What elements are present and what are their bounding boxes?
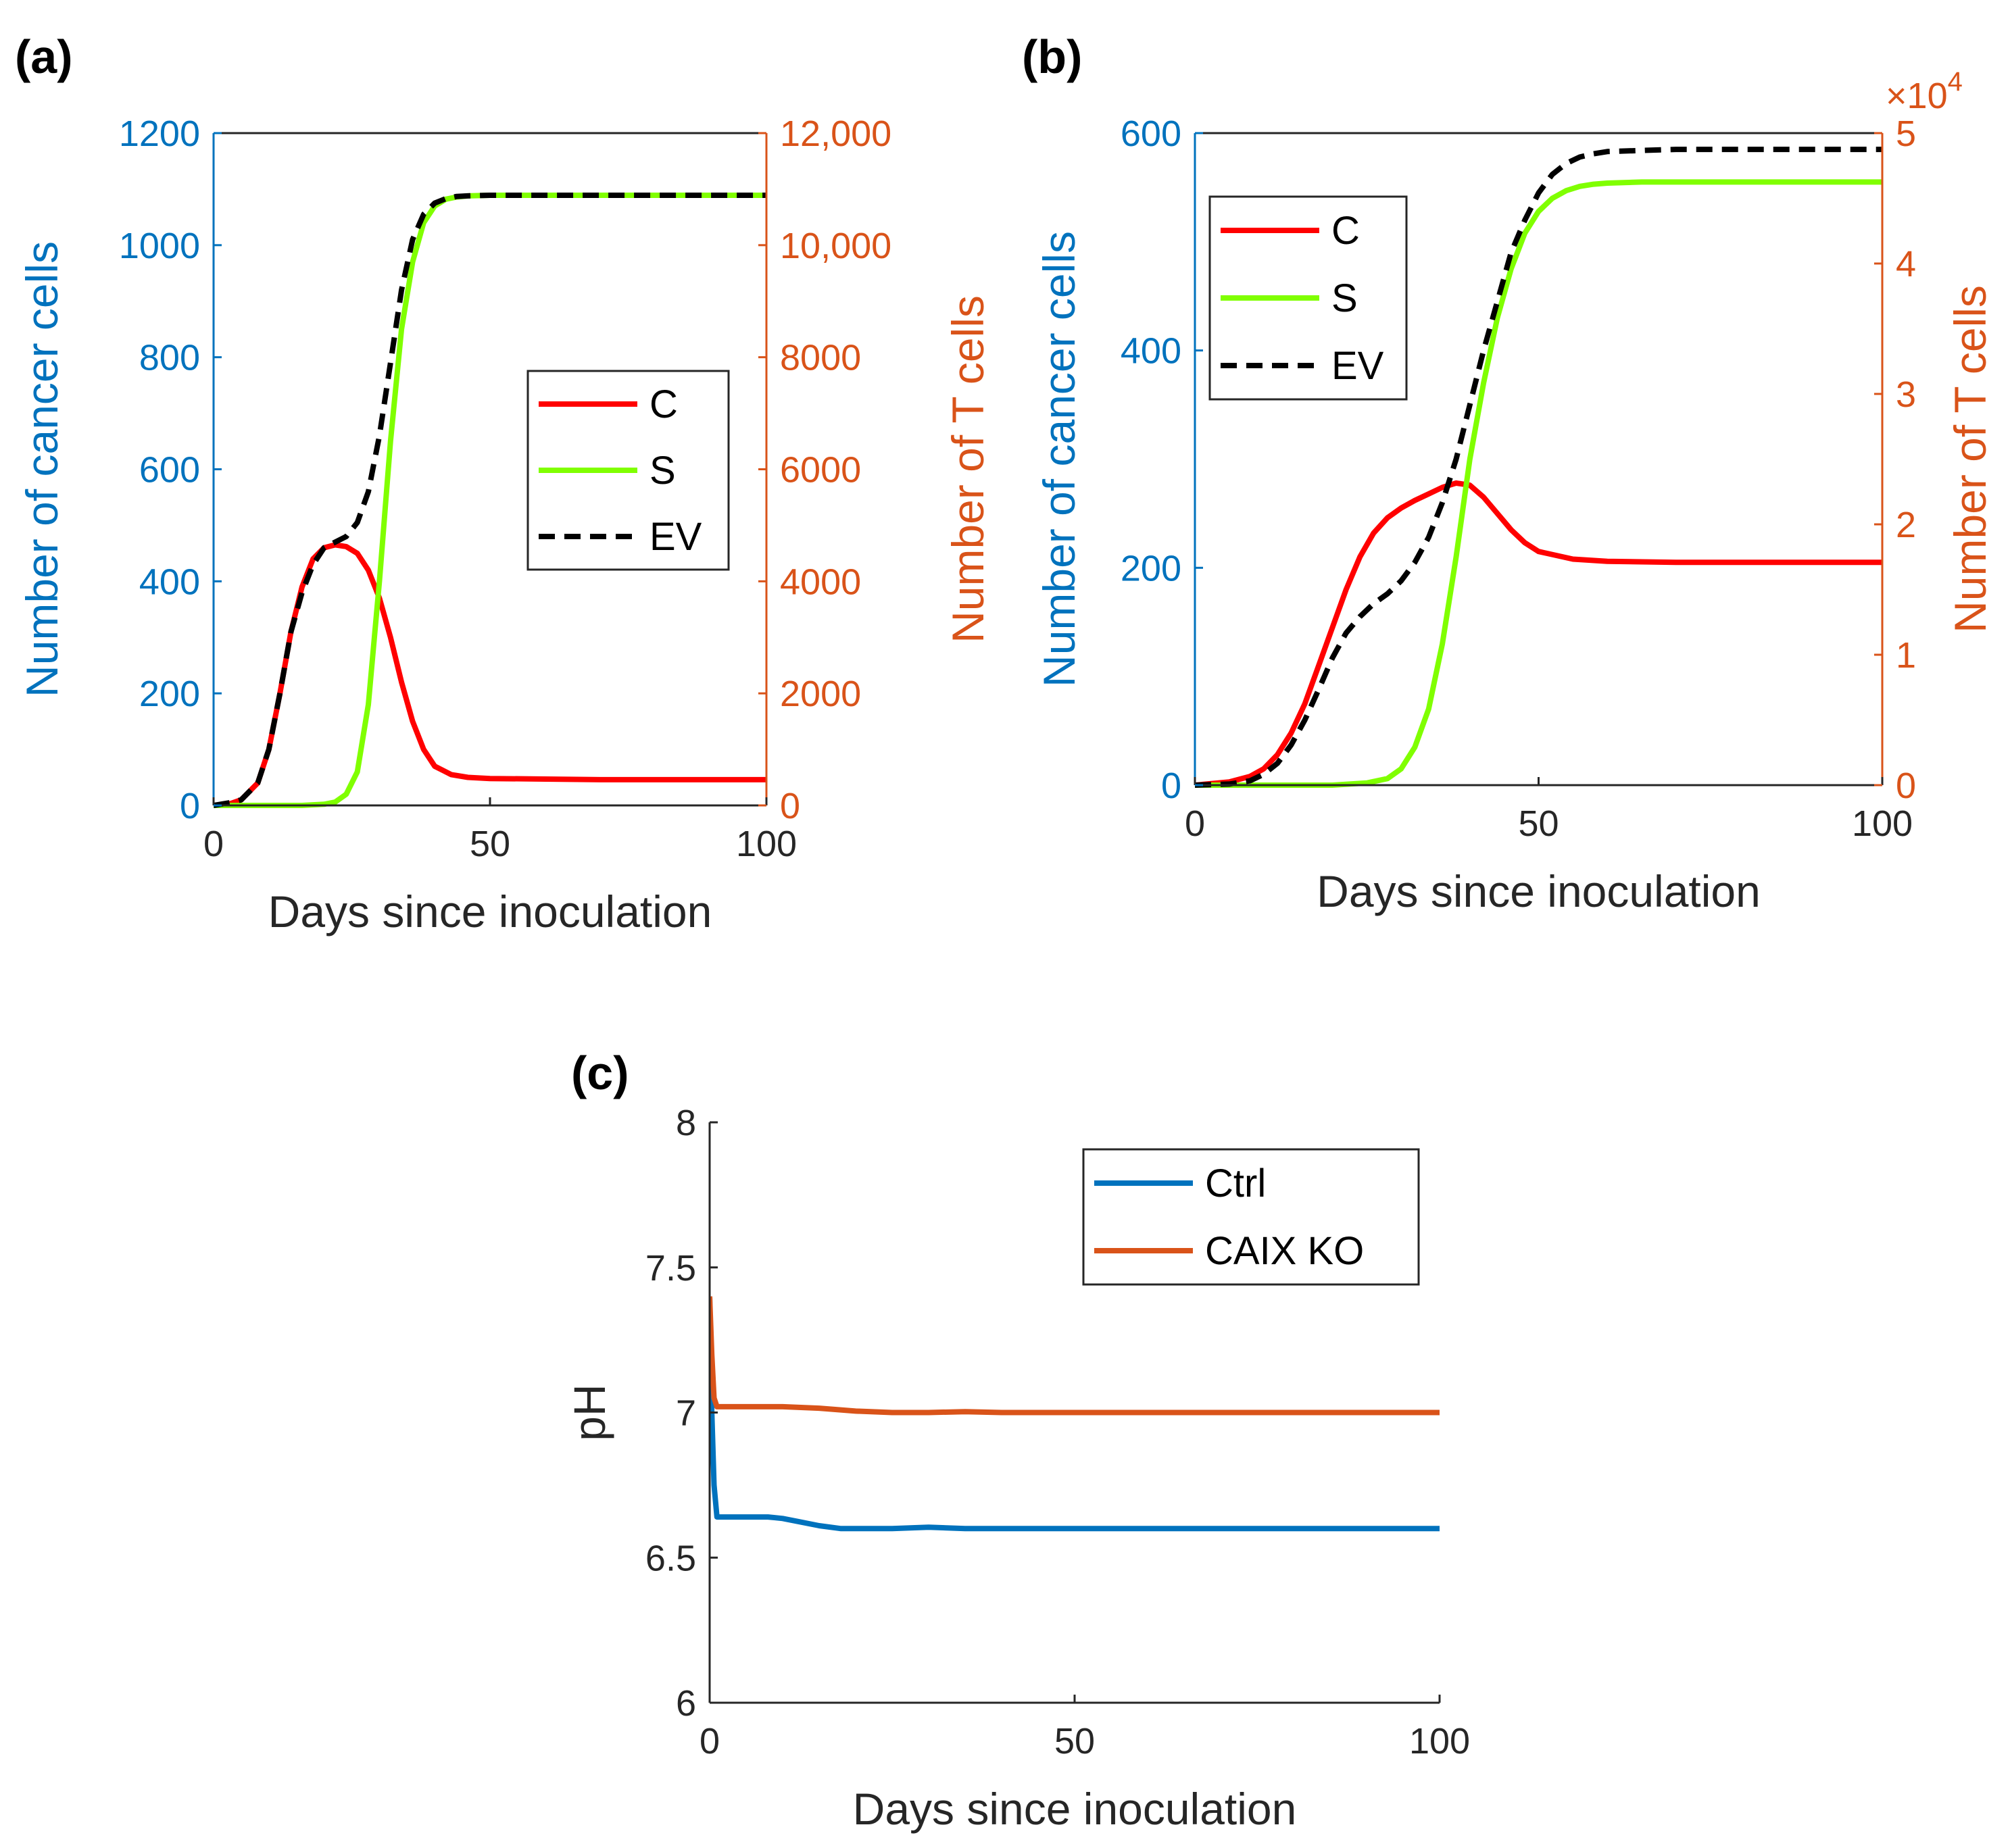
y-tick-label-b: 400 [1121, 331, 1181, 372]
y2-tick-label-b: 4 [1896, 244, 1916, 284]
panel-label-a: (a) [15, 30, 73, 83]
y-tick-label-a: 1000 [119, 226, 200, 266]
y-tick-label-c: 8 [676, 1103, 696, 1143]
y-tick-label-a: 1200 [119, 114, 200, 154]
x-tick-label-b: 0 [1185, 803, 1205, 844]
y-tick-label-a: 800 [139, 338, 200, 378]
y-tick-label-b: 200 [1121, 548, 1181, 589]
y2-exponent-power: 4 [1948, 67, 1963, 97]
y-tick-label-c: 6.5 [645, 1538, 696, 1578]
legend-label-s: S [1331, 276, 1358, 320]
x-tick-label-b: 50 [1518, 803, 1559, 844]
y-tick-label-c: 7.5 [645, 1248, 696, 1289]
chart-panel-a: (a)0 50 1000200400600800100012000200040006… [15, 30, 993, 937]
series-line-a-ev [214, 193, 766, 808]
legend-label-caix-ko: CAIX KO [1205, 1229, 1364, 1273]
y2-tick-label-a: 0 [780, 786, 800, 826]
legend-label-ctrl: Ctrl [1205, 1162, 1266, 1205]
y2-axis-label-a: Number of T cells [943, 295, 993, 643]
y2-tick-label-a: 8000 [780, 338, 861, 378]
x-tick-label-c: 50 [1054, 1721, 1095, 1762]
y-tick-label-c: 7 [676, 1393, 696, 1434]
chart-panel-c: (c) 0 50 100 6 6.5 7 7.5 8 Days since inoculation… [564, 1047, 1470, 1834]
y2-tick-label-b: 5 [1896, 114, 1916, 154]
y-tick-label-c: 6 [676, 1683, 696, 1724]
legend-label-s: S [649, 449, 676, 493]
legend-label-c: C [649, 382, 678, 426]
legend-label-ev: EV [1331, 344, 1384, 388]
x-tick-label-a: 0 [203, 824, 224, 864]
y-tick-label-b: 0 [1161, 766, 1181, 806]
y2-tick-label-b: 2 [1896, 505, 1916, 545]
y2-tick-label-b: 1 [1896, 635, 1916, 676]
y2-tick-label-a: 12,000 [780, 114, 891, 154]
series-line-b-c [1195, 480, 1882, 788]
y-tick-label-a: 400 [139, 561, 200, 602]
y-tick-label-b: 600 [1121, 114, 1181, 154]
y-axis-label-c: pH [564, 1384, 614, 1441]
legend-c: Ctrl CAIX KO [1082, 1148, 1420, 1286]
panel-label-c: (c) [571, 1047, 629, 1099]
x-tick-label-c: 100 [1409, 1721, 1470, 1762]
y2-tick-label-a: 10,000 [780, 226, 891, 266]
y2-tick-label-a: 6000 [780, 450, 861, 491]
series-line-c-ctrl [710, 1296, 1440, 1532]
x-axis-label-c: Days since inoculation [853, 1784, 1297, 1834]
series-line-b-s [1195, 179, 1882, 788]
x-tick-label-a: 100 [736, 824, 797, 864]
y2-tick-label-a: 2000 [780, 674, 861, 714]
legend-label-ev: EV [649, 515, 702, 559]
y-tick-label-a: 0 [180, 786, 200, 826]
y-tick-label-a: 200 [139, 674, 200, 714]
y2-tick-label-b: 3 [1896, 374, 1916, 415]
x-tick-label-c: 0 [700, 1721, 720, 1762]
y-axis-label-a: Number of cancer cells [17, 241, 67, 697]
legend-box [1082, 1148, 1420, 1286]
y2-exponent-b: ×104 [1886, 67, 1963, 116]
x-axis-label-b: Days since inoculation [1317, 866, 1761, 916]
series-line-c-caix-ko [710, 1296, 1440, 1416]
y2-axis-label-b: Number of T cells [1945, 285, 1995, 633]
panel-label-b: (b) [1022, 30, 1082, 83]
x-tick-label-a: 50 [470, 824, 510, 864]
series-group-a [214, 193, 766, 808]
legend-label-c: C [1331, 209, 1360, 253]
y2-tick-label-a: 4000 [780, 561, 861, 602]
legend-a: CS EV [526, 370, 730, 571]
y-axis-label-b: Number of cancer cells [1034, 231, 1084, 687]
x-tick-label-b: 100 [1852, 803, 1913, 844]
series-group-c [710, 1296, 1440, 1532]
legend-b: CS EV [1208, 195, 1408, 401]
series-line-b-ev [1195, 147, 1882, 788]
y2-exponent-base: ×10 [1886, 76, 1948, 116]
x-axis-label-a: Days since inoculation [268, 886, 712, 937]
series-group-b [1195, 147, 1882, 788]
y2-tick-label-b: 0 [1896, 766, 1916, 806]
y-tick-label-a: 600 [139, 450, 200, 491]
